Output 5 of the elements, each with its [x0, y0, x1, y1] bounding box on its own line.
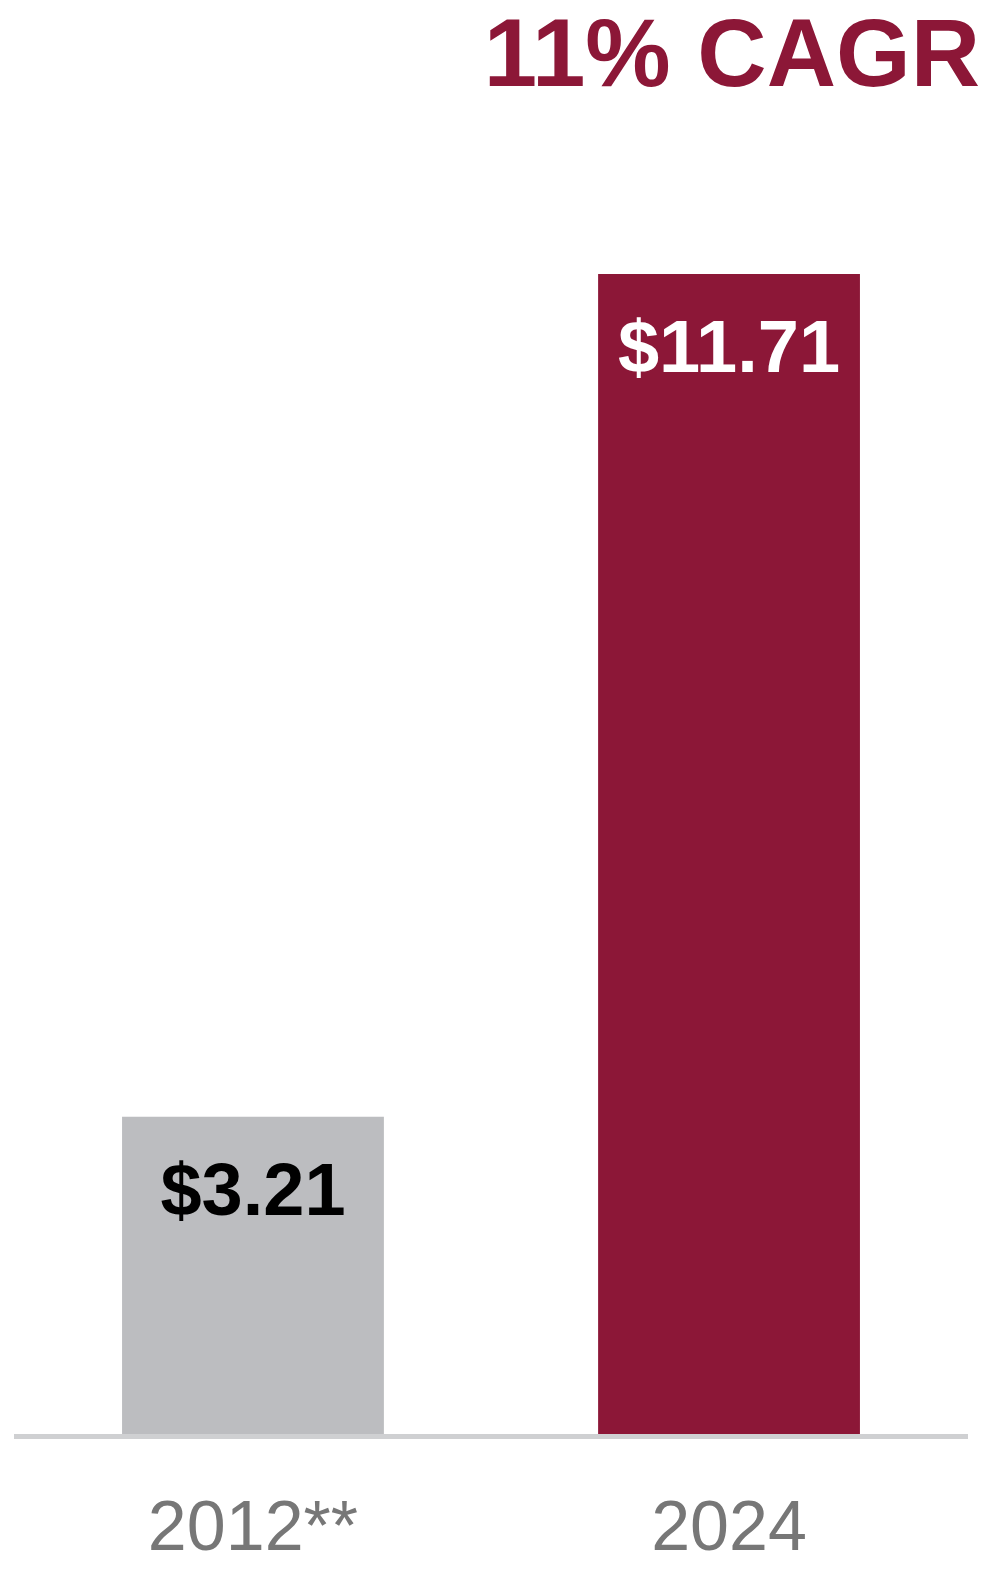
data-label: $3.21	[160, 1147, 346, 1231]
data-label: $11.71	[617, 305, 841, 388]
x-tick-label: 2024	[651, 1487, 807, 1565]
x-tick-label: 2012**	[147, 1487, 359, 1565]
chart-title: 11% CAGR	[483, 0, 980, 106]
